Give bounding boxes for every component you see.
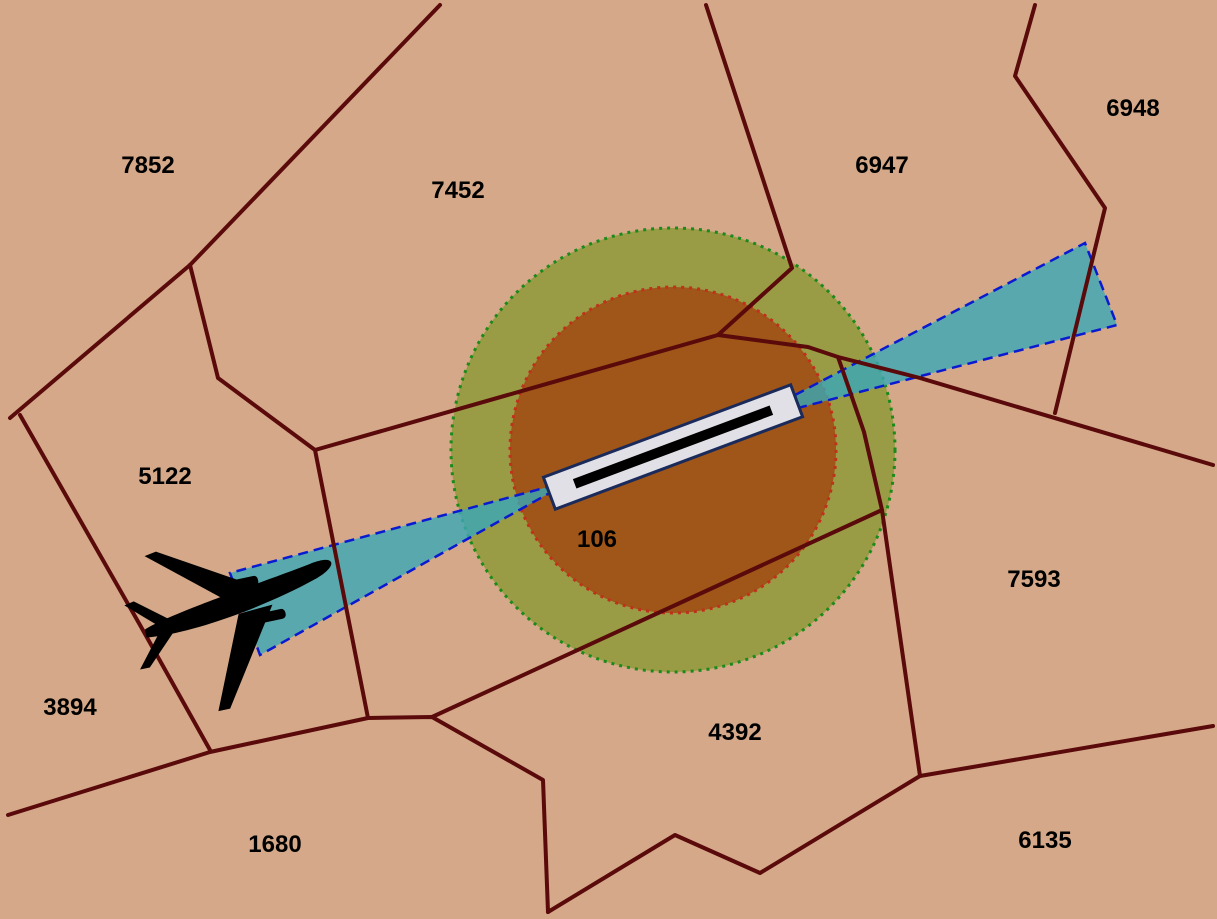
boundary-line (1013, 3, 1107, 415)
zone-label-1680: 1680 (248, 831, 301, 858)
boundary-line (18, 413, 212, 752)
zone-label-7852: 7852 (121, 152, 174, 179)
zone-boundaries (6, 3, 1215, 914)
zone-label-7452: 7452 (431, 177, 484, 204)
runway-centerline (572, 405, 774, 489)
boundary-line (313, 3, 794, 452)
boundary-line (546, 774, 922, 914)
zone-label-7593: 7593 (1007, 566, 1060, 593)
zone-label-5122: 5122 (138, 463, 191, 490)
boundary-line (836, 355, 1215, 467)
zone-label-6948: 6948 (1106, 95, 1159, 122)
zone-label-4392: 4392 (708, 719, 761, 746)
zone-label-6947: 6947 (855, 152, 908, 179)
boundary-line (430, 508, 884, 719)
zone-label-6135: 6135 (1018, 827, 1071, 854)
approach-cone-west (228, 483, 557, 657)
boundary-line (6, 716, 370, 817)
airplane-icon (124, 551, 332, 712)
zone-label-106: 106 (577, 526, 617, 553)
runway-icon (541, 382, 805, 512)
zone-label-3894: 3894 (43, 694, 97, 721)
